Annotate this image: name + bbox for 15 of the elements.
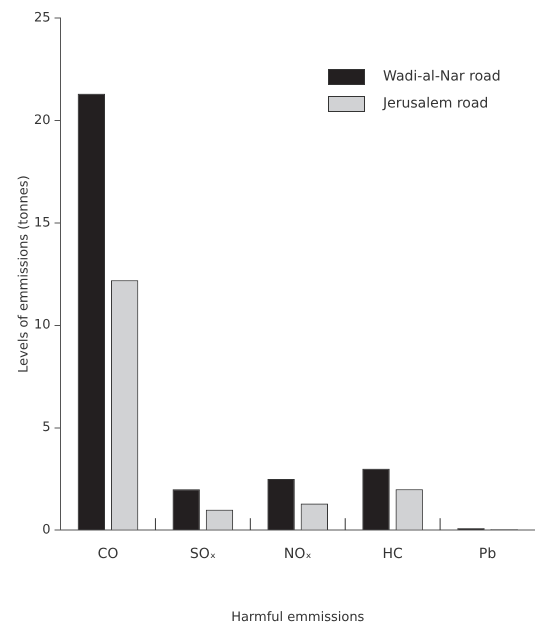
y-tick-label: 25 [34,10,51,26]
x-tick-label: Pb [478,546,496,562]
x-tick-label: SOₓ [190,546,216,562]
x-tick-label: CO [98,546,118,562]
legend-label: Jerusalem road [382,96,488,112]
y-tick-label: 0 [42,522,51,538]
y-tick-label: 10 [34,318,51,333]
y-tick-label: 15 [34,215,51,230]
x-axis-title: Harmful emmissions [231,610,365,625]
y-tick-label: 5 [42,420,51,436]
x-tick-label: HC [382,546,404,562]
y-axis-title: Levels of emmissions (tonnes) [16,175,32,373]
y-tick-label: 20 [34,112,51,128]
x-tick-label: NOₓ [284,546,312,562]
legend-label: Wadi-al-Nar road [383,68,501,85]
